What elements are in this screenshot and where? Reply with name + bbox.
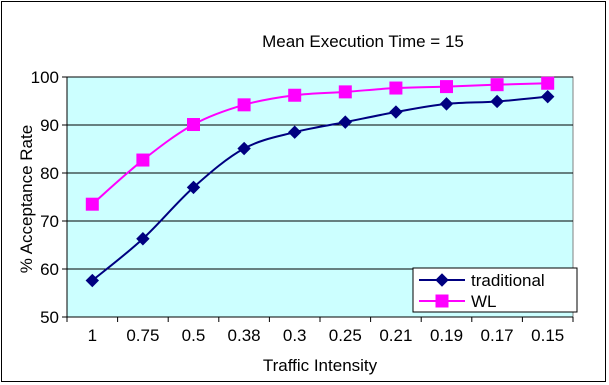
x-tick-label-9: 0.15 [531, 326, 564, 345]
point-WL-9 [541, 76, 555, 90]
point-traditional-9 [540, 89, 555, 104]
y-axis-label: % Acceptance Rate [17, 125, 36, 273]
point-WL-6 [389, 81, 403, 95]
point-traditional-6 [389, 105, 403, 119]
x-tick-label-8: 0.17 [481, 326, 514, 345]
axes: 50 60 70 80 90 100 1 0.75 0.5 0.38 0.3 0.25 0.21 0.19… [31, 68, 574, 345]
series-line-WL [91, 82, 548, 205]
x-tick-label-4: 0.3 [283, 326, 307, 345]
series-line-traditional [91, 95, 548, 282]
legend-item-WL: WL [419, 292, 497, 311]
x-tick-label-3: 0.38 [228, 326, 261, 345]
legend-marker-traditional [435, 273, 449, 287]
y-tick-label-100: 100 [31, 68, 59, 87]
point-WL-7 [440, 80, 453, 94]
point-traditional-0 [85, 273, 100, 288]
series-traditional [85, 89, 555, 288]
legend-label-traditional: traditional [471, 271, 545, 290]
point-traditional-2 [186, 180, 201, 195]
point-WL-0 [85, 197, 99, 211]
legend-label-WL: WL [471, 292, 497, 311]
legend-item-traditional: traditional [419, 271, 545, 290]
x-tick-label-2: 0.5 [182, 326, 206, 345]
y-tick-label-50: 50 [40, 308, 59, 327]
point-traditional-5 [338, 115, 353, 129]
x-axis-label: Traffic Intensity [263, 356, 378, 375]
point-WL-3 [237, 98, 251, 112]
point-WL-5 [338, 85, 352, 99]
y-tick-label-60: 60 [40, 260, 59, 279]
y-tick-label-80: 80 [40, 164, 59, 183]
x-tick-label-7: 0.19 [430, 326, 463, 345]
point-WL-2 [187, 118, 200, 132]
gridlines [67, 76, 573, 270]
chart-title: Mean Execution Time = 15 [262, 32, 464, 51]
x-tick-label-1: 0.75 [126, 326, 159, 345]
y-tick-label-70: 70 [40, 212, 59, 231]
x-tick-label-5: 0.25 [329, 326, 362, 345]
x-tick-label-0: 1 [88, 326, 97, 345]
legend-marker-WL [435, 294, 449, 308]
y-tick-label-90: 90 [40, 116, 59, 135]
series-WL [85, 76, 555, 211]
point-traditional-4 [287, 125, 302, 139]
point-traditional-1 [136, 232, 150, 246]
point-WL-8 [490, 78, 504, 92]
point-traditional-3 [237, 141, 251, 156]
point-traditional-8 [490, 94, 504, 109]
legend: traditional WL [412, 267, 578, 313]
point-WL-4 [288, 88, 302, 102]
series-layer [85, 76, 555, 288]
x-tick-label-6: 0.21 [379, 326, 412, 345]
point-traditional-7 [439, 97, 454, 111]
point-WL-1 [136, 153, 150, 167]
